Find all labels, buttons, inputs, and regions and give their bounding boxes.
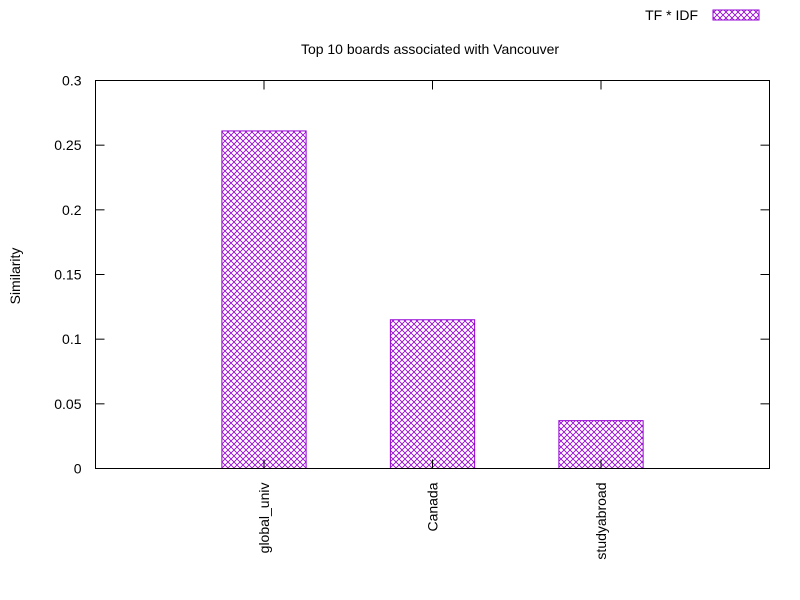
bars [221, 130, 644, 469]
x-tick-label: studyabroad [593, 483, 609, 560]
x-tick-label: Canada [425, 482, 441, 531]
y-tick-label: 0 [74, 461, 82, 477]
legend: TF * IDF [645, 7, 760, 23]
y-tick-label: 0.05 [54, 396, 81, 412]
y-axis-label: Similarity [7, 248, 23, 305]
legend-swatch [712, 9, 760, 21]
y-tick-label: 0.3 [62, 73, 82, 89]
y-tick-label: 0.2 [62, 202, 82, 218]
x-axis: global_univ Canada studyabroad [256, 80, 609, 560]
y-tick-label: 0.1 [62, 331, 82, 347]
bar [389, 319, 476, 469]
legend-label: TF * IDF [645, 7, 698, 23]
bar [221, 130, 307, 469]
y-axis: 0 0.05 0.1 0.15 0.2 0.25 0.3 [54, 73, 770, 477]
y-tick-label: 0.25 [54, 137, 81, 153]
chart-title: Top 10 boards associated with Vancouver [301, 41, 559, 57]
x-tick-label: global_univ [256, 483, 272, 554]
y-tick-label: 0.15 [54, 267, 81, 283]
